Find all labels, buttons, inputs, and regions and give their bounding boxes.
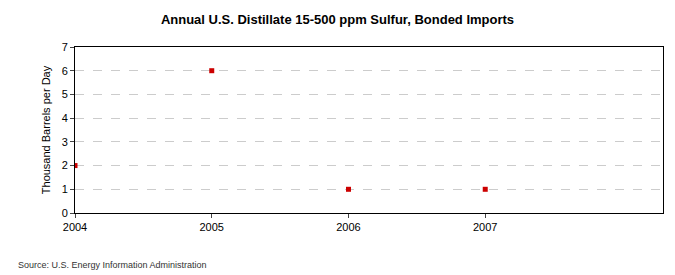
svg-text:3: 3 bbox=[62, 136, 68, 148]
svg-text:Annual U.S. Distillate 15-500: Annual U.S. Distillate 15-500 ppm Sulfur… bbox=[161, 12, 514, 27]
svg-text:Thousand Barrels per Day: Thousand Barrels per Day bbox=[40, 65, 52, 194]
svg-text:Source: U.S. Energy Informatio: Source: U.S. Energy Information Administ… bbox=[18, 260, 207, 270]
svg-text:2006: 2006 bbox=[336, 221, 360, 233]
svg-text:7: 7 bbox=[62, 41, 68, 53]
svg-text:4: 4 bbox=[62, 112, 68, 124]
svg-text:2007: 2007 bbox=[473, 221, 497, 233]
svg-text:1: 1 bbox=[62, 183, 68, 195]
svg-text:5: 5 bbox=[62, 88, 68, 100]
svg-text:2005: 2005 bbox=[199, 221, 223, 233]
svg-text:2004: 2004 bbox=[63, 221, 87, 233]
svg-text:2: 2 bbox=[62, 159, 68, 171]
svg-text:0: 0 bbox=[62, 207, 68, 219]
svg-text:6: 6 bbox=[62, 65, 68, 77]
